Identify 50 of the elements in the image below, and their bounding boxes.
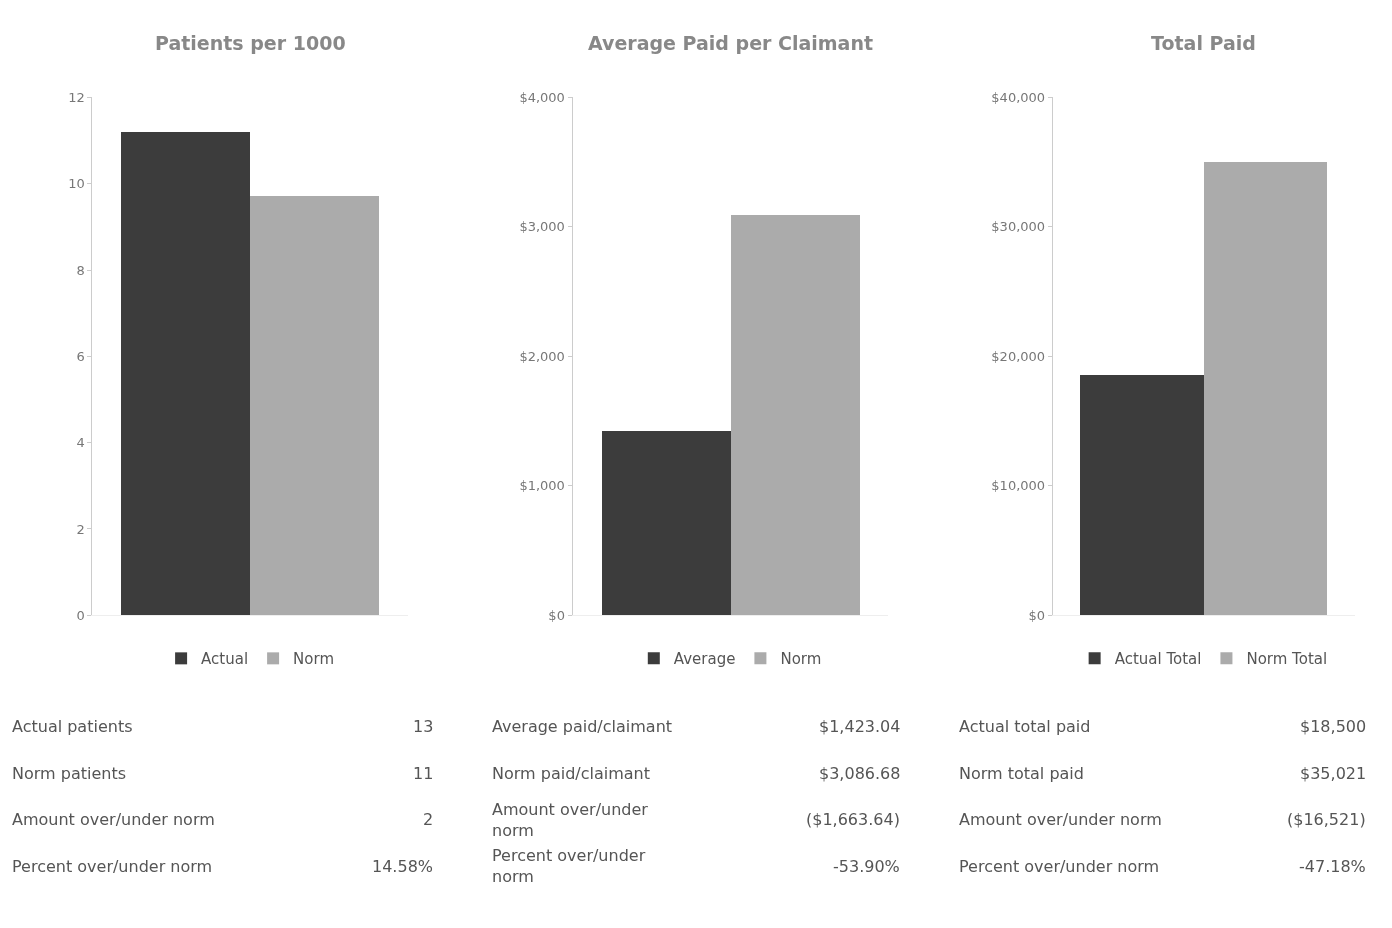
y-tick-label: $0 — [1028, 607, 1046, 623]
y-tick-label: $0 — [548, 607, 565, 623]
text: $35,021 — [1300, 764, 1367, 783]
text: $3,086.68 — [819, 764, 901, 783]
y-tick-label: $1,000 — [519, 478, 565, 494]
legend-label: Actual — [201, 650, 249, 669]
text: Norm patients — [12, 764, 126, 783]
text: Amount over/under norm — [492, 800, 649, 840]
text: $1,423.04 — [819, 717, 901, 736]
text: -53.90% — [833, 857, 900, 876]
text: 11 — [413, 764, 434, 783]
y-tick-label: 8 — [76, 262, 85, 278]
text: Amount over/under norm — [12, 810, 215, 829]
legend-label: Norm Total — [1246, 650, 1328, 669]
text: Amount over/under norm — [959, 810, 1162, 829]
text: 14.58% — [372, 857, 434, 876]
text: 2 — [423, 810, 434, 829]
legend-label: Norm — [293, 650, 335, 669]
text: Actual patients — [12, 717, 133, 736]
y-tick-label: 0 — [76, 607, 85, 623]
chart-title: Average Paid per Claimant — [588, 32, 874, 54]
text: Norm total paid — [959, 764, 1084, 783]
text: Average paid/claimant — [492, 717, 673, 736]
y-tick-label: 2 — [76, 521, 85, 537]
y-tick-label: 12 — [68, 89, 85, 105]
text: -47.18% — [1299, 857, 1366, 876]
text: ($1,663.64) — [806, 810, 900, 829]
text: 13 — [413, 717, 434, 736]
y-tick-label: 6 — [76, 348, 85, 364]
chart-title: Total Paid — [1151, 32, 1256, 54]
text: Percent over/under norm — [492, 846, 646, 886]
text: Percent over/under norm — [12, 857, 213, 876]
y-tick-label: $20,000 — [991, 348, 1046, 364]
text: Norm paid/claimant — [492, 764, 650, 783]
y-tick-label: $30,000 — [991, 219, 1046, 235]
legend-label: Average — [673, 650, 736, 669]
y-tick-label: $2,000 — [519, 348, 565, 364]
text: Actual total paid — [959, 717, 1091, 736]
text: ($16,521) — [1287, 810, 1366, 829]
y-tick-label: 4 — [76, 435, 85, 451]
chart-title: Patients per 1000 — [155, 32, 346, 54]
legend-label: Norm — [780, 650, 822, 669]
y-tick-label: $3,000 — [519, 219, 565, 235]
y-tick-label: $4,000 — [519, 89, 565, 105]
y-tick-label: $10,000 — [991, 478, 1046, 494]
text: Percent over/under norm — [959, 857, 1160, 876]
y-tick-label: $40,000 — [991, 89, 1046, 105]
text: $18,500 — [1300, 717, 1367, 736]
legend-label: Actual Total — [1114, 650, 1202, 669]
y-tick-label: 10 — [68, 176, 85, 192]
